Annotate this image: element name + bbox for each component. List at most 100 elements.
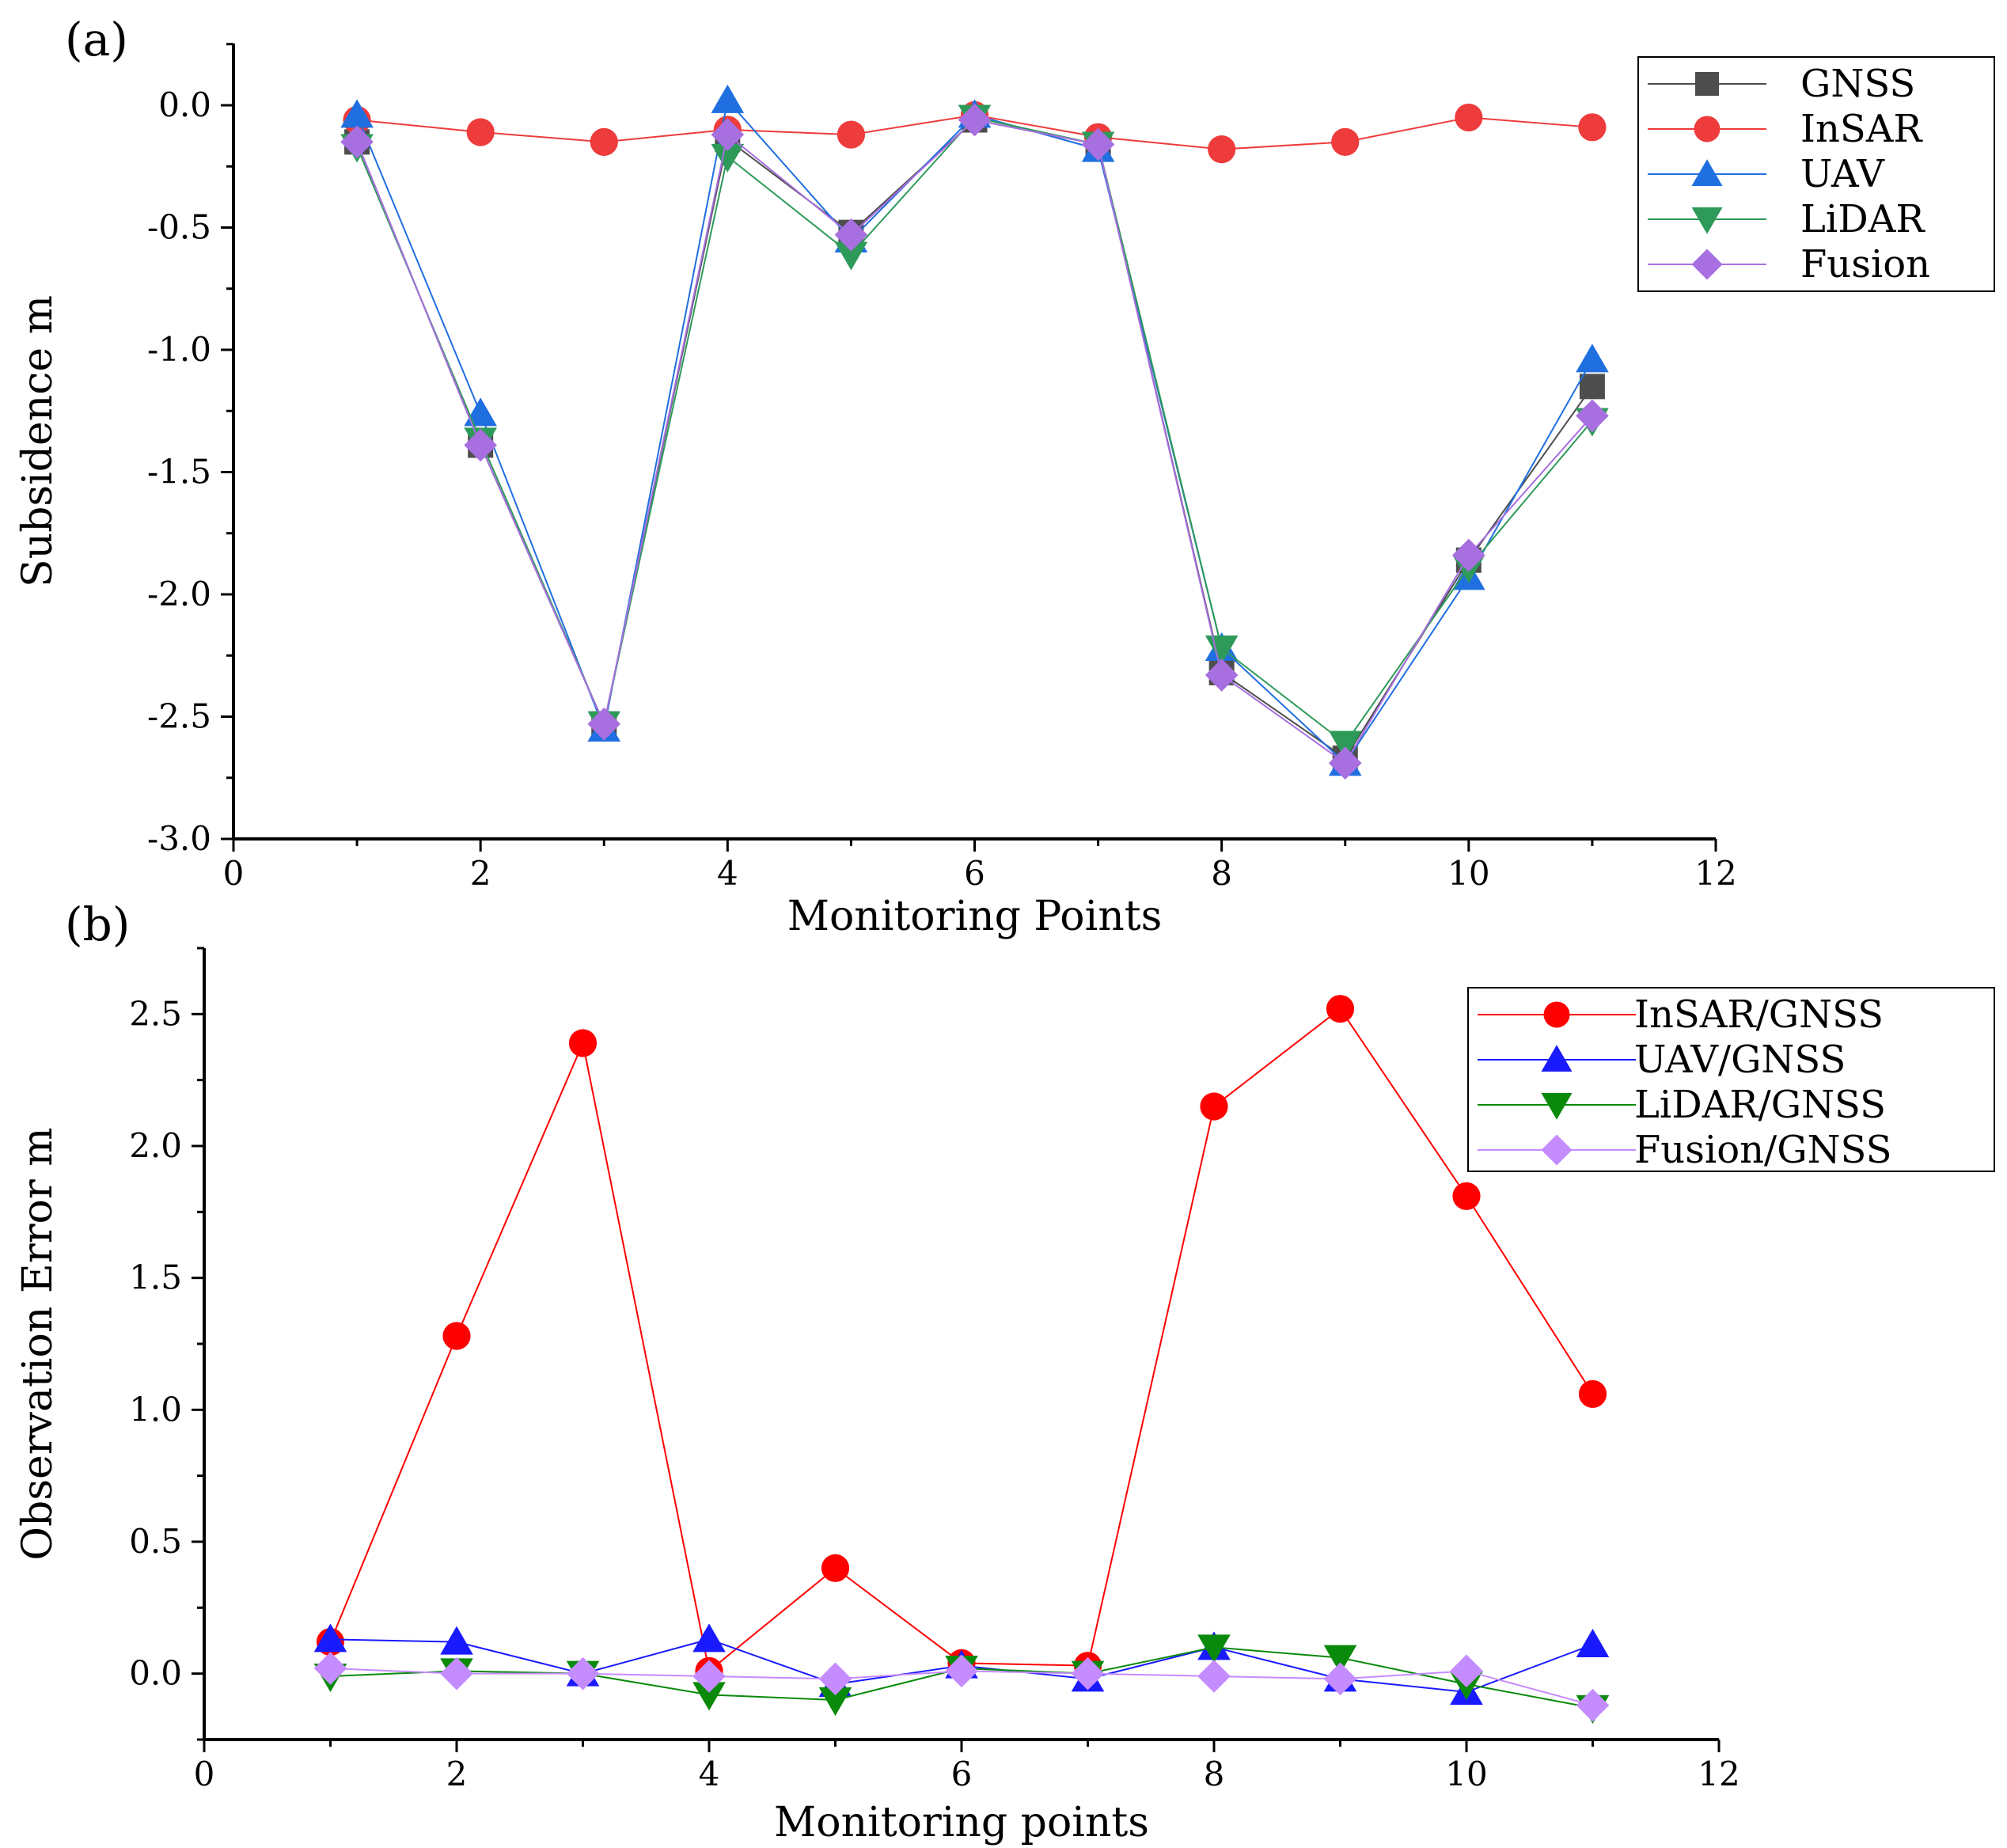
x-tick-label: 6 (964, 854, 985, 893)
series-fusion (340, 103, 1609, 780)
data-point-uav (711, 84, 745, 113)
y-tick-label: 1.0 (129, 1390, 182, 1429)
y-tick-label: 2.5 (129, 994, 182, 1033)
data-point-fusion-gnss (692, 1660, 726, 1693)
legend-label-fusion-gnss: Fusion/GNSS (1634, 1128, 1891, 1172)
x-tick-label: 10 (1447, 854, 1489, 893)
legend-marker-gnss (1695, 72, 1719, 96)
data-point-insar-gnss (821, 1554, 850, 1582)
legend-marker-uav (1691, 159, 1723, 186)
x-tick-label: 0 (194, 1755, 215, 1793)
x-tick-label: 6 (951, 1755, 973, 1793)
data-point-lidar-gnss (818, 1687, 852, 1716)
legend-marker-lidar-gnss (1541, 1093, 1573, 1120)
data-point-insar-gnss (1200, 1092, 1228, 1121)
data-point-insar (1455, 103, 1483, 132)
data-point-insar-gnss (1452, 1182, 1481, 1210)
x-tick-label: 12 (1698, 1755, 1740, 1793)
x-tick-label: 12 (1694, 854, 1736, 893)
data-point-insar (1331, 127, 1360, 156)
y-tick-label: 2.0 (129, 1126, 182, 1165)
x-tick-label: 0 (223, 854, 245, 893)
y-tick-label: -1.0 (147, 330, 211, 369)
legend-label-lidar-gnss: LiDAR/GNSS (1634, 1083, 1886, 1127)
data-point-fusion (587, 707, 621, 741)
x-tick-label: 2 (470, 854, 491, 893)
legend-label-lidar: LiDAR (1800, 197, 1925, 241)
legend-label-fusion: Fusion (1800, 242, 1930, 286)
data-point-fusion-gnss (1450, 1654, 1483, 1688)
data-point-insar (590, 127, 618, 156)
data-point-fusion-gnss (945, 1654, 978, 1688)
data-point-fusion (340, 125, 374, 159)
x-tick-label: 4 (699, 1755, 720, 1793)
data-point-fusion (1576, 399, 1609, 433)
x-tick-label: 4 (717, 854, 738, 893)
legend-marker-fusion-gnss (1541, 1134, 1573, 1166)
legend-marker-insar (1694, 116, 1721, 142)
legend-marker-insar-gnss (1543, 1001, 1570, 1028)
panel-a-subsidence-chart: (a) 0 2 4 6 8 10 12 0.0 -0.5 -1.0 -1.5 -2.0 -2.5 -3.0 M… (14, 13, 1995, 940)
y-tick-label: 1.5 (129, 1258, 182, 1297)
x-axis-title-b: Monitoring points (774, 1799, 1149, 1846)
y-tick-label: -0.5 (147, 208, 211, 247)
legend-label-uav-gnss: UAV/GNSS (1634, 1038, 1846, 1082)
y-tick-label: -2.0 (147, 575, 211, 613)
legend-label-gnss: GNSS (1800, 62, 1915, 106)
data-point-insar (837, 120, 866, 149)
x-tick-label: 8 (1211, 854, 1232, 893)
panel-label-a: (a) (65, 13, 128, 66)
data-point-uav (1576, 343, 1609, 373)
series-fusion-gnss (313, 1652, 1610, 1722)
data-point-lidar (1328, 730, 1362, 760)
y-tick-label: 0.0 (129, 1654, 182, 1693)
data-point-fusion-gnss (1197, 1660, 1231, 1693)
data-point-fusion-gnss (440, 1656, 473, 1691)
data-point-insar-gnss (568, 1029, 598, 1057)
data-point-uav-gnss (692, 1623, 726, 1653)
y-axis-title-a: Subsidence m (14, 295, 62, 587)
data-point-fusion (1081, 127, 1115, 161)
legend-label-uav: UAV (1800, 152, 1885, 196)
data-point-gnss (1579, 374, 1605, 400)
data-point-insar-gnss (442, 1322, 471, 1350)
data-point-fusion-gnss (566, 1656, 600, 1691)
data-point-insar (1208, 135, 1236, 164)
data-point-fusion (834, 218, 868, 252)
data-point-lidar (834, 241, 868, 271)
legend-marker-fusion (1691, 249, 1723, 280)
panel-label-b: (b) (65, 897, 130, 951)
data-point-insar-gnss (1326, 995, 1355, 1023)
y-tick-label: -2.5 (147, 697, 211, 736)
data-point-fusion (464, 428, 497, 462)
legend-marker-uav-gnss (1541, 1045, 1573, 1072)
data-point-fusion-gnss (818, 1662, 852, 1696)
x-tick-label: 10 (1445, 1755, 1487, 1793)
legend-marker-lidar (1691, 207, 1723, 234)
data-point-fusion (711, 118, 745, 151)
data-point-uav (340, 99, 374, 128)
legend-label-insar-gnss: InSAR/GNSS (1634, 992, 1884, 1037)
y-axis-title-b: Observation Error m (14, 1127, 62, 1560)
data-point-fusion (1452, 538, 1485, 572)
data-point-lidar-gnss (692, 1682, 726, 1711)
data-point-fusion-gnss (1071, 1656, 1105, 1691)
data-point-insar-gnss (1578, 1379, 1607, 1408)
y-tick-label: -3.0 (147, 819, 211, 858)
x-tick-label: 2 (446, 1755, 468, 1793)
data-point-lidar (711, 143, 745, 173)
data-point-fusion (958, 103, 992, 137)
data-point-fusion (1328, 746, 1362, 780)
data-point-insar (1578, 113, 1607, 142)
data-point-uav-gnss (440, 1626, 473, 1655)
x-axis-title-a: Monitoring Points (787, 893, 1163, 940)
x-tick-label: 8 (1204, 1755, 1225, 1793)
data-point-uav-gnss (1576, 1629, 1610, 1657)
data-point-fusion-gnss (313, 1652, 347, 1685)
data-point-lidar-gnss (1323, 1645, 1357, 1674)
y-tick-label: -1.5 (147, 453, 211, 491)
